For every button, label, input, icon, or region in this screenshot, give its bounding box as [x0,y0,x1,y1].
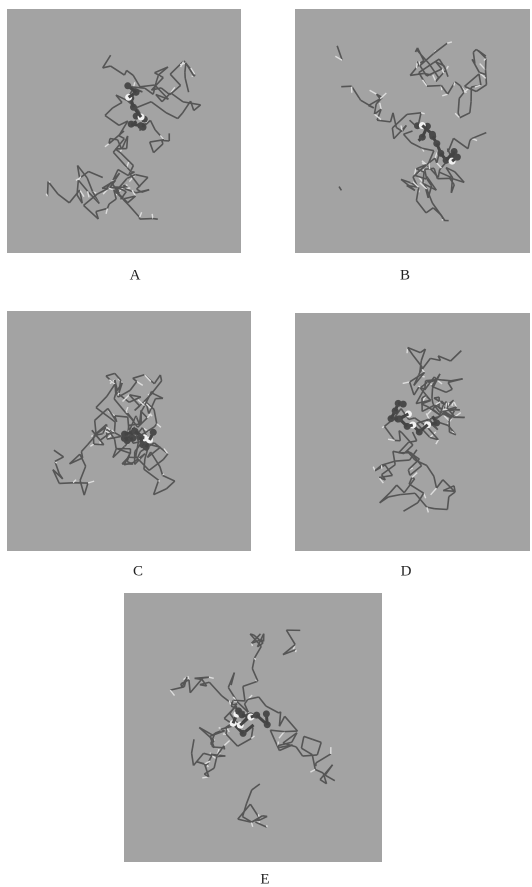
bond [250,634,254,635]
hydrogen-bond [255,658,256,660]
bond [185,63,186,72]
bond [124,185,125,188]
bond [127,136,128,149]
molecule-panel [124,593,382,862]
bond [48,181,49,196]
bond [114,422,115,433]
molecule-panel [295,313,530,551]
bond [427,85,441,86]
molecule-panel [7,9,241,253]
bond [485,70,486,85]
bond [115,380,116,393]
figure: A B C D E [0,0,532,887]
molecule-panel [7,311,251,551]
bond [434,509,447,510]
bond [425,381,426,390]
bond [94,444,104,445]
ligand-atom [150,429,157,436]
hydrogen-bond [152,214,153,219]
ligand-atom [400,401,407,408]
bond [233,700,245,701]
molecule-panel [295,9,530,253]
hydrogen-bond [421,113,425,114]
panel-label: C [133,563,143,579]
hydrogen-bond [296,650,297,652]
ligand-atom [454,154,461,161]
bond [203,677,209,678]
bond [458,98,459,113]
bond [59,483,73,484]
panel-label: D [401,563,412,579]
bond [303,755,318,756]
bond [109,139,110,144]
bond [447,409,459,410]
page: ABCDE (() => { const data = JSON.parse(d… [0,0,532,887]
bond [284,731,297,732]
hydrogen-bond [159,480,160,481]
bond [396,460,410,461]
bond [454,486,455,492]
panel-label: B [400,267,410,283]
bond [162,140,170,141]
panel-label: A [130,267,141,283]
bond [153,219,158,220]
panel-label: E [260,871,269,887]
ligand-atom [124,82,131,89]
bond [451,178,452,193]
bond [432,389,433,399]
ligand-atom [263,710,270,717]
hydrogen-bond [91,436,93,437]
bond [110,433,115,434]
bond [140,219,153,220]
bond [432,398,433,403]
